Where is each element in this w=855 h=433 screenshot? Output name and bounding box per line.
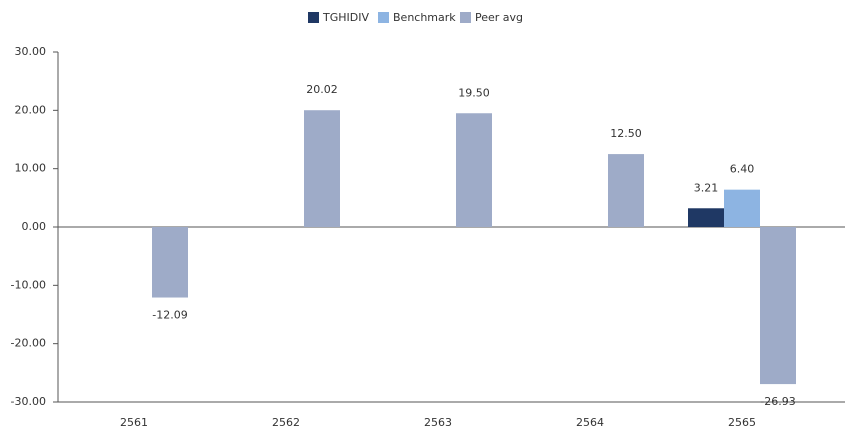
data-label: 3.21 [694, 181, 719, 194]
data-label: -26.93 [760, 395, 795, 408]
x-tick-label: 2561 [120, 416, 148, 429]
y-tick-label: -10.00 [11, 278, 46, 291]
data-label: 12.50 [610, 127, 642, 140]
bar [724, 189, 760, 227]
data-label: 6.40 [730, 163, 755, 176]
y-tick-label: -30.00 [11, 395, 46, 408]
legend-swatch [308, 12, 319, 23]
y-tick-label: 0.00 [22, 220, 47, 233]
data-label: 19.50 [458, 86, 490, 99]
bar [760, 227, 796, 385]
x-tick-label: 2564 [576, 416, 604, 429]
x-tick-label: 2563 [424, 416, 452, 429]
data-label: -12.09 [152, 309, 187, 322]
legend-label: Benchmark [393, 11, 456, 24]
data-label: 20.02 [306, 83, 338, 96]
y-tick-label: -20.00 [11, 337, 46, 350]
legend-swatch [460, 12, 471, 23]
y-tick-label: 20.00 [15, 103, 47, 116]
bar [152, 227, 188, 298]
bar [456, 113, 492, 227]
y-tick-label: 10.00 [15, 162, 47, 175]
legend-swatch [378, 12, 389, 23]
legend-label: TGHIDIV [322, 11, 369, 24]
bar [688, 208, 724, 227]
x-tick-label: 2562 [272, 416, 300, 429]
y-tick-label: 30.00 [15, 45, 47, 58]
x-tick-label: 2565 [728, 416, 756, 429]
bar [608, 154, 644, 227]
bar [304, 110, 340, 227]
legend-label: Peer avg [475, 11, 523, 24]
